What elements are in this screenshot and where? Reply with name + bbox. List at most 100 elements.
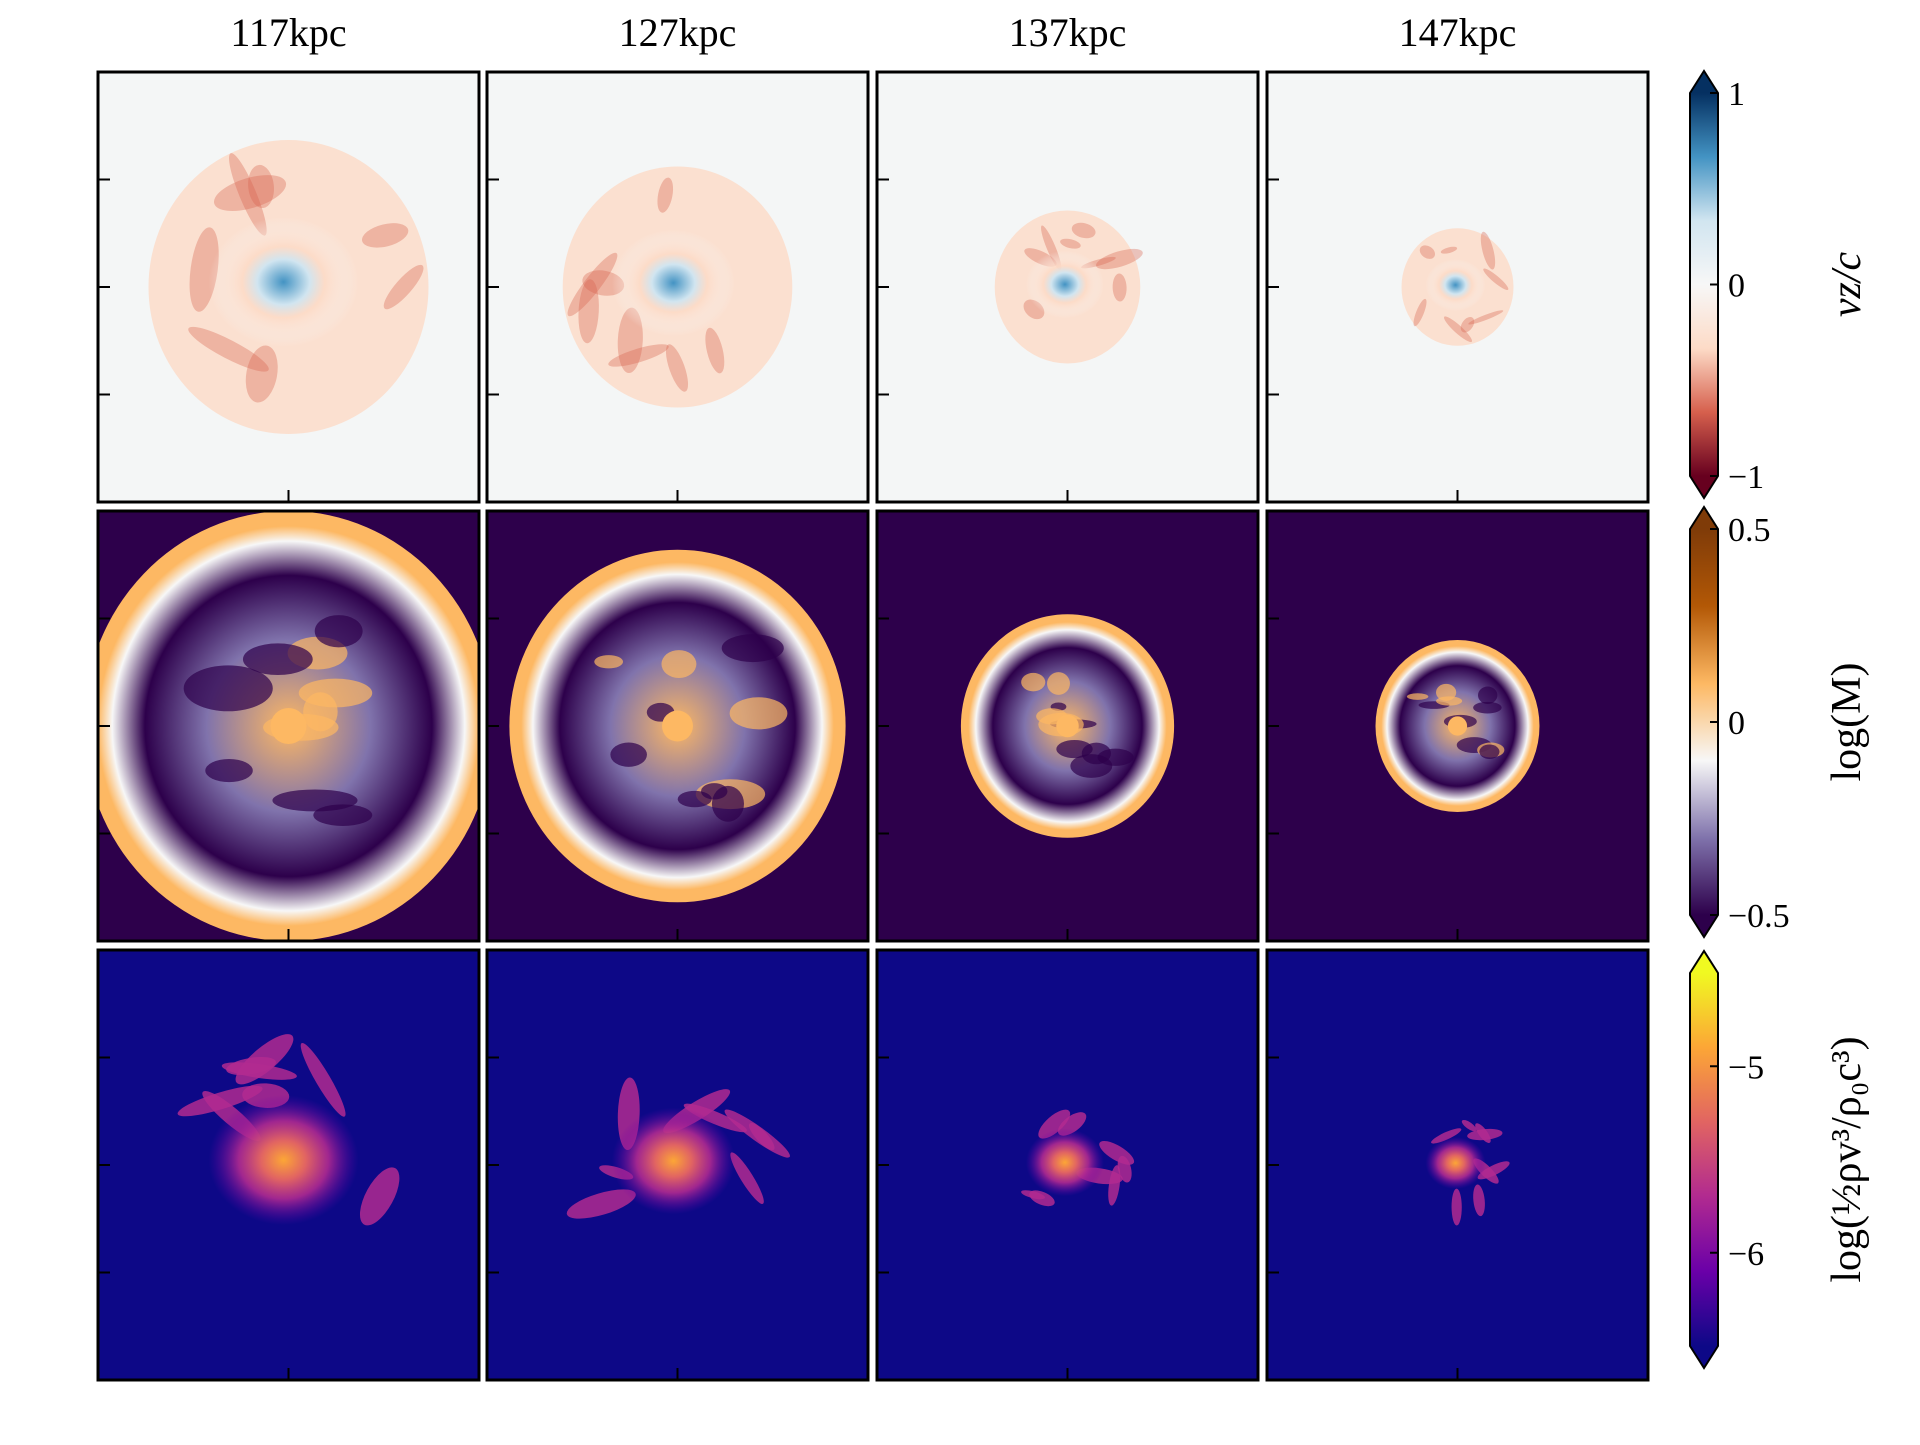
blotch bbox=[610, 742, 647, 767]
filament bbox=[188, 326, 269, 372]
core bbox=[208, 217, 359, 347]
core bbox=[1025, 1128, 1104, 1197]
panel-image bbox=[877, 950, 1258, 1380]
blotch bbox=[1479, 744, 1500, 760]
colorbar-tick-label: −5 bbox=[1728, 1049, 1764, 1086]
filament bbox=[1096, 248, 1143, 270]
blotch bbox=[314, 615, 363, 648]
filament bbox=[1117, 1155, 1132, 1183]
blotch bbox=[1070, 754, 1113, 778]
blotch bbox=[711, 785, 745, 822]
filament bbox=[683, 1103, 747, 1133]
colorbar-tick-label: −0.5 bbox=[1728, 898, 1790, 935]
colorbar-extend bbox=[1690, 1346, 1718, 1368]
filament bbox=[1029, 1190, 1055, 1207]
filament bbox=[1467, 1128, 1503, 1141]
column-title: 127kpc bbox=[619, 10, 737, 55]
blotch bbox=[677, 790, 712, 808]
blotch bbox=[1047, 672, 1070, 695]
filament bbox=[1473, 1184, 1485, 1217]
colorbar-label: log(½ρv³/ρ₀c³) bbox=[1824, 1036, 1870, 1282]
filament bbox=[730, 1152, 764, 1204]
colorbar-outline bbox=[1689, 949, 1719, 1370]
filament bbox=[248, 164, 274, 209]
filament bbox=[1443, 316, 1473, 343]
blotch bbox=[1473, 701, 1502, 714]
panel-image bbox=[98, 950, 479, 1380]
blotch bbox=[721, 634, 784, 663]
filament bbox=[383, 264, 424, 310]
panel-image bbox=[98, 72, 479, 502]
colorbar-tick-label: 0 bbox=[1728, 705, 1745, 742]
colorbar-tick-label: −6 bbox=[1728, 1236, 1764, 1273]
blotch bbox=[1436, 696, 1463, 706]
panel-image bbox=[98, 511, 479, 941]
blotch bbox=[1477, 686, 1498, 704]
blotch bbox=[729, 697, 788, 730]
filament bbox=[1460, 317, 1475, 333]
core bbox=[1447, 716, 1468, 736]
core bbox=[611, 229, 735, 337]
colorbar-extend bbox=[1690, 507, 1718, 529]
filament bbox=[608, 344, 669, 367]
filament bbox=[229, 153, 267, 236]
filament bbox=[665, 344, 689, 392]
filament bbox=[578, 279, 599, 344]
colorbar bbox=[1690, 973, 1718, 1346]
blotch bbox=[1406, 693, 1429, 700]
colorbar-tick-label: 0.5 bbox=[1728, 512, 1771, 549]
core bbox=[1425, 259, 1486, 311]
panel-image bbox=[1267, 72, 1648, 502]
filament bbox=[1419, 245, 1436, 259]
core bbox=[1025, 250, 1104, 319]
filament bbox=[1451, 1188, 1462, 1226]
core bbox=[270, 708, 307, 744]
filament bbox=[1468, 310, 1504, 325]
blotch bbox=[183, 665, 273, 712]
colorbar-tick-label: 1 bbox=[1728, 76, 1745, 113]
blotch bbox=[1056, 739, 1093, 759]
blotch bbox=[242, 643, 313, 676]
filament bbox=[221, 1062, 297, 1080]
blotch bbox=[205, 759, 253, 783]
colorbar-tick-label: −1 bbox=[1728, 459, 1764, 496]
filament bbox=[724, 1109, 790, 1158]
column-title: 147kpc bbox=[1399, 10, 1517, 55]
filament bbox=[245, 345, 278, 403]
column-title: 117kpc bbox=[230, 10, 346, 55]
core bbox=[1056, 714, 1079, 738]
filament bbox=[300, 1042, 346, 1117]
core bbox=[208, 1095, 359, 1225]
filament bbox=[213, 175, 287, 211]
blotch bbox=[661, 650, 697, 679]
filament bbox=[567, 252, 618, 317]
panel-image bbox=[877, 72, 1258, 502]
filament bbox=[1483, 268, 1509, 290]
colorbar-label: vz/c bbox=[1824, 251, 1870, 317]
column-title: 137kpc bbox=[1009, 10, 1127, 55]
filament bbox=[1112, 273, 1127, 302]
filament bbox=[1071, 222, 1096, 239]
filament bbox=[1038, 1109, 1071, 1139]
core bbox=[662, 710, 693, 742]
panel-image bbox=[1267, 511, 1648, 941]
panel-image bbox=[487, 511, 868, 941]
filament bbox=[1431, 1128, 1462, 1144]
panel-image bbox=[487, 950, 868, 1380]
filament bbox=[1480, 231, 1496, 270]
colorbar-label: log(M) bbox=[1824, 663, 1870, 782]
filament bbox=[361, 223, 409, 248]
colorbar-extend bbox=[1690, 71, 1718, 93]
filament bbox=[1477, 1161, 1510, 1180]
filament bbox=[177, 1085, 263, 1117]
filament bbox=[1413, 298, 1427, 327]
core bbox=[611, 1107, 735, 1215]
filament bbox=[705, 327, 725, 374]
colorbar-extend bbox=[1690, 951, 1718, 973]
blotch bbox=[594, 655, 624, 669]
filament bbox=[1060, 238, 1081, 249]
panel-image bbox=[487, 72, 868, 502]
filament bbox=[566, 1189, 636, 1219]
colorbar-tick-label: 0 bbox=[1728, 268, 1745, 305]
